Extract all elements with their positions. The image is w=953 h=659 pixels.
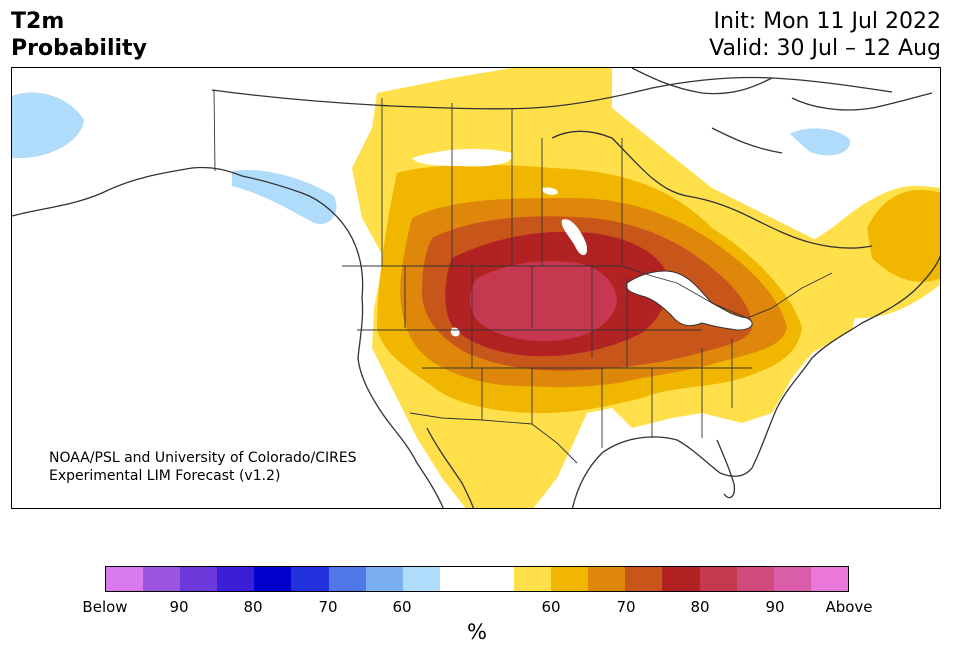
hudson-bay-clear (412, 148, 513, 167)
tick-label: 60 (541, 598, 561, 616)
baja-peninsula (426, 427, 475, 508)
colorbar-segment (106, 567, 144, 591)
lake-winnipeg (561, 219, 588, 256)
colorbar-segment (810, 567, 848, 591)
tick-label: 90 (169, 598, 189, 616)
tick-label: 70 (318, 598, 338, 616)
state-lines-south (422, 338, 752, 448)
colorbar-segment (254, 567, 292, 591)
arctic-coast (211, 76, 893, 110)
tick-label: Above (825, 598, 873, 616)
probability-map (12, 68, 940, 508)
colorbar-segment (143, 567, 181, 591)
state-lines-north (357, 266, 702, 368)
credit-line-1: NOAA/PSL and University of Colorado/CIRE… (49, 450, 357, 466)
colorbar-segment (439, 567, 477, 591)
init-date: Init: Mon 11 Jul 2022 (713, 9, 941, 34)
colorbar-segment (625, 567, 663, 591)
colorbar-segment (736, 567, 774, 591)
west-coast (357, 297, 444, 508)
variable-title: T2m (11, 9, 65, 34)
credit-note: NOAA/PSL and University of Colorado/CIRE… (49, 449, 357, 485)
tick-label: 80 (690, 598, 710, 616)
below-patch-quebec (790, 128, 851, 156)
alaska-canada-border (213, 89, 216, 172)
great-lakes (625, 270, 753, 331)
colorbar-segment (588, 567, 626, 591)
map-panel (11, 67, 941, 509)
lake-athabasca (542, 187, 558, 195)
tick-label: 80 (243, 598, 263, 616)
colorbar-segment (551, 567, 589, 591)
florida (716, 439, 736, 499)
tick-label: Below (82, 598, 128, 616)
valid-period: Valid: 30 Jul – 12 Aug (709, 36, 941, 61)
labrador-coast (686, 195, 873, 249)
map-title-block: T2m Probability (11, 8, 147, 62)
below-patch-alaska-west (12, 92, 84, 159)
colorbar (105, 566, 849, 592)
mexico-gulf-coast (571, 436, 753, 508)
colorbar-segment (514, 567, 552, 591)
arctic-islands (631, 68, 933, 154)
colorbar-ticks: Below 90 80 70 60 60 70 80 90 Above (0, 598, 953, 620)
colorbar-segment (365, 567, 403, 591)
date-block: Init: Mon 11 Jul 2022 Valid: 30 Jul – 12… (709, 8, 941, 62)
east-coast (751, 254, 940, 469)
colorbar-segment (328, 567, 366, 591)
coastlines (12, 68, 940, 508)
us-mexico-border (409, 412, 578, 464)
colorbar-segment (699, 567, 737, 591)
tick-label: 60 (392, 598, 412, 616)
us-canada-border (342, 265, 833, 319)
colorbar-segment (217, 567, 255, 591)
contour-85 (469, 261, 617, 342)
colorbar-unit: % (467, 620, 487, 644)
colorbar-segment (180, 567, 218, 591)
canada-province-lines (381, 98, 623, 266)
colorbar-segment (402, 567, 440, 591)
tick-label: 70 (616, 598, 636, 616)
below-patch-alaska-south (232, 169, 337, 224)
colorbar-segment (662, 567, 700, 591)
credit-line-2: Experimental LIM Forecast (v1.2) (49, 468, 281, 484)
tick-label: 90 (765, 598, 785, 616)
contour-65-east-canada (867, 189, 940, 282)
colorbar-segment (291, 567, 329, 591)
product-title: Probability (11, 36, 147, 61)
hudson-bay-shore (551, 130, 688, 197)
colorbar-segment (476, 567, 515, 591)
alaska-coast (12, 166, 364, 299)
boundaries (213, 89, 833, 464)
colorbar-segment (773, 567, 811, 591)
